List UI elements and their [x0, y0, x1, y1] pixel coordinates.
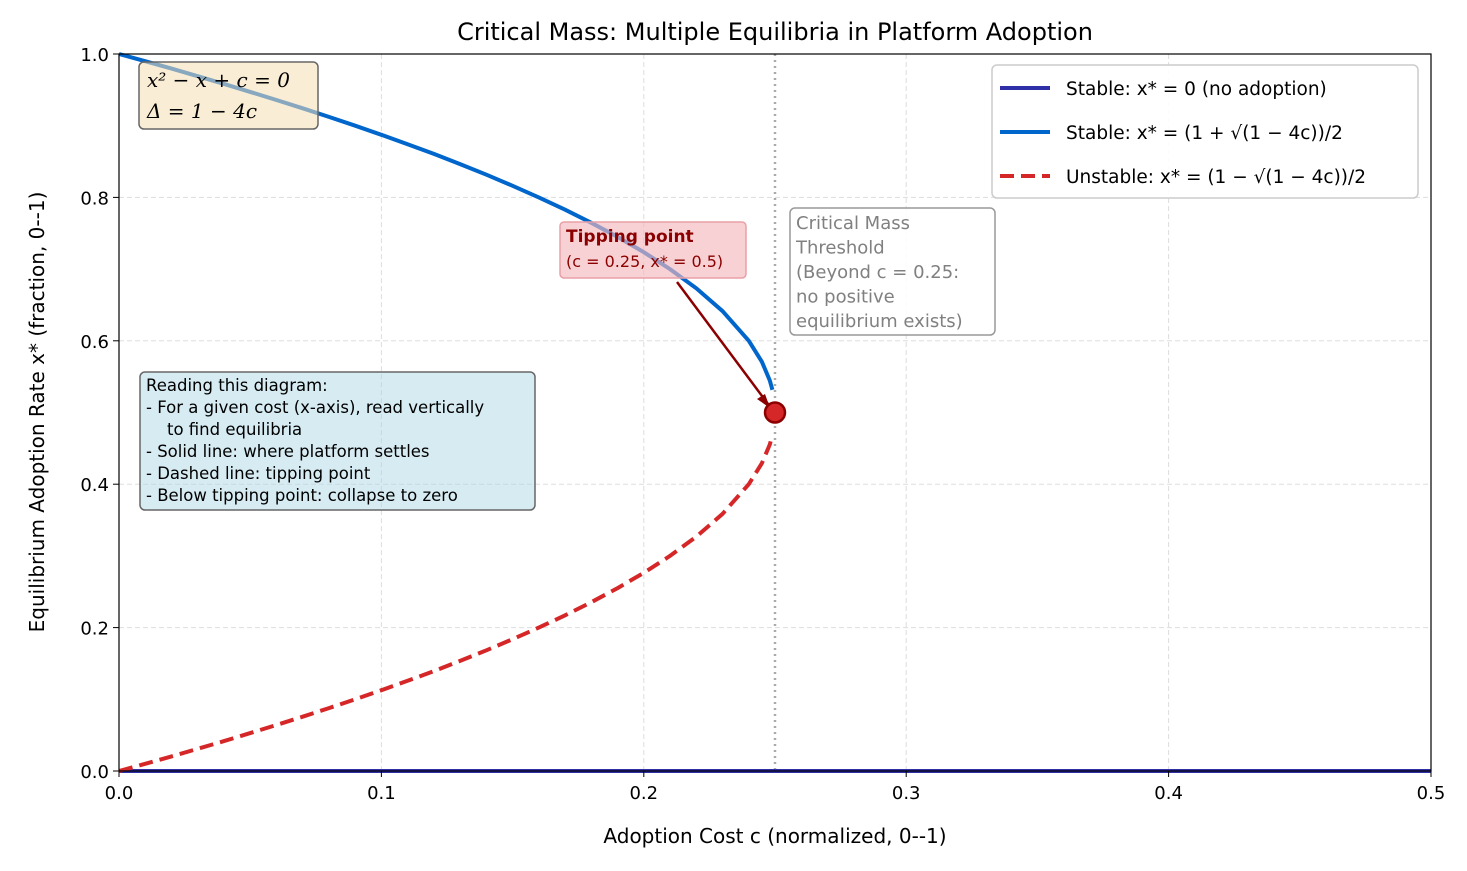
- reading-guide-box: Reading this diagram: - For a given cost …: [139, 371, 536, 511]
- threshold-line: Critical Mass: [796, 213, 910, 234]
- threshold-box: Critical Mass Threshold (Beyond c = 0.25: n…: [789, 207, 996, 336]
- chart-title: Critical Mass: Multiple Equilibria in Pl…: [457, 18, 1093, 46]
- tipping-title: Tipping point: [566, 227, 694, 247]
- x-tick-label: 0.2: [629, 783, 658, 804]
- legend-label-2: Unstable: x* = (1 − √(1 − 4c))/2: [1066, 167, 1366, 188]
- x-tick-label: 0.4: [1154, 783, 1183, 804]
- y-tick-label: 0.2: [80, 619, 109, 640]
- threshold-line: Threshold: [795, 238, 885, 259]
- tipping-arrow: [675, 281, 770, 408]
- reading-line: - For a given cost (x-axis), read vertic…: [146, 398, 484, 417]
- reading-line: - Dashed line: tipping point: [146, 464, 371, 483]
- x-axis-label: Adoption Cost c (normalized, 0--1): [603, 824, 946, 848]
- y-tick-label: 1.0: [80, 45, 109, 66]
- series-line-2: [118, 434, 775, 773]
- legend-label-0: Stable: x* = 0 (no adoption): [1066, 79, 1327, 100]
- tipping-point-box: Tipping point (c = 0.25, x* = 0.5): [559, 221, 747, 279]
- reading-line: Reading this diagram:: [146, 376, 328, 395]
- x-tick-label: 0.5: [1417, 783, 1446, 804]
- x-tick-label: 0.3: [892, 783, 921, 804]
- reading-line: - Solid line: where platform settles: [146, 442, 430, 461]
- y-tick-label: 0.6: [80, 332, 109, 353]
- legend-label-1: Stable: x* = (1 + √(1 − 4c))/2: [1066, 123, 1343, 144]
- threshold-line: no positive: [796, 287, 895, 308]
- x-tick-label: 0.0: [105, 783, 134, 804]
- threshold-line: (Beyond c = 0.25:: [796, 262, 959, 283]
- tipping-point-marker: [763, 401, 787, 424]
- y-tick-label: 0.0: [80, 762, 109, 783]
- equation-box: x² − x + c = 0 Δ = 1 − 4c: [138, 61, 319, 130]
- tipping-detail: (c = 0.25, x* = 0.5): [566, 252, 723, 271]
- equation-line-2: Δ = 1 − 4c: [146, 99, 257, 123]
- y-axis-label: Equilibrium Adoption Rate x* (fraction, …: [25, 192, 49, 633]
- reading-line: - Below tipping point: collapse to zero: [146, 486, 458, 505]
- ticks: 0.0 0.1 0.2 0.3 0.4 0.5 0.0 0.2 0.4 0.6 0.8 1.0: [80, 45, 1445, 804]
- plot-frame: [118, 53, 1432, 772]
- threshold-line: equilibrium exists): [796, 311, 963, 332]
- legend: Stable: x* = 0 (no adoption) Stable: x* =…: [991, 64, 1419, 199]
- equation-line-1: x² − x + c = 0: [147, 68, 290, 92]
- x-tick-label: 0.1: [367, 783, 396, 804]
- reading-line: to find equilibria: [146, 420, 302, 439]
- y-tick-label: 0.4: [80, 475, 109, 496]
- y-tick-label: 0.8: [80, 188, 109, 209]
